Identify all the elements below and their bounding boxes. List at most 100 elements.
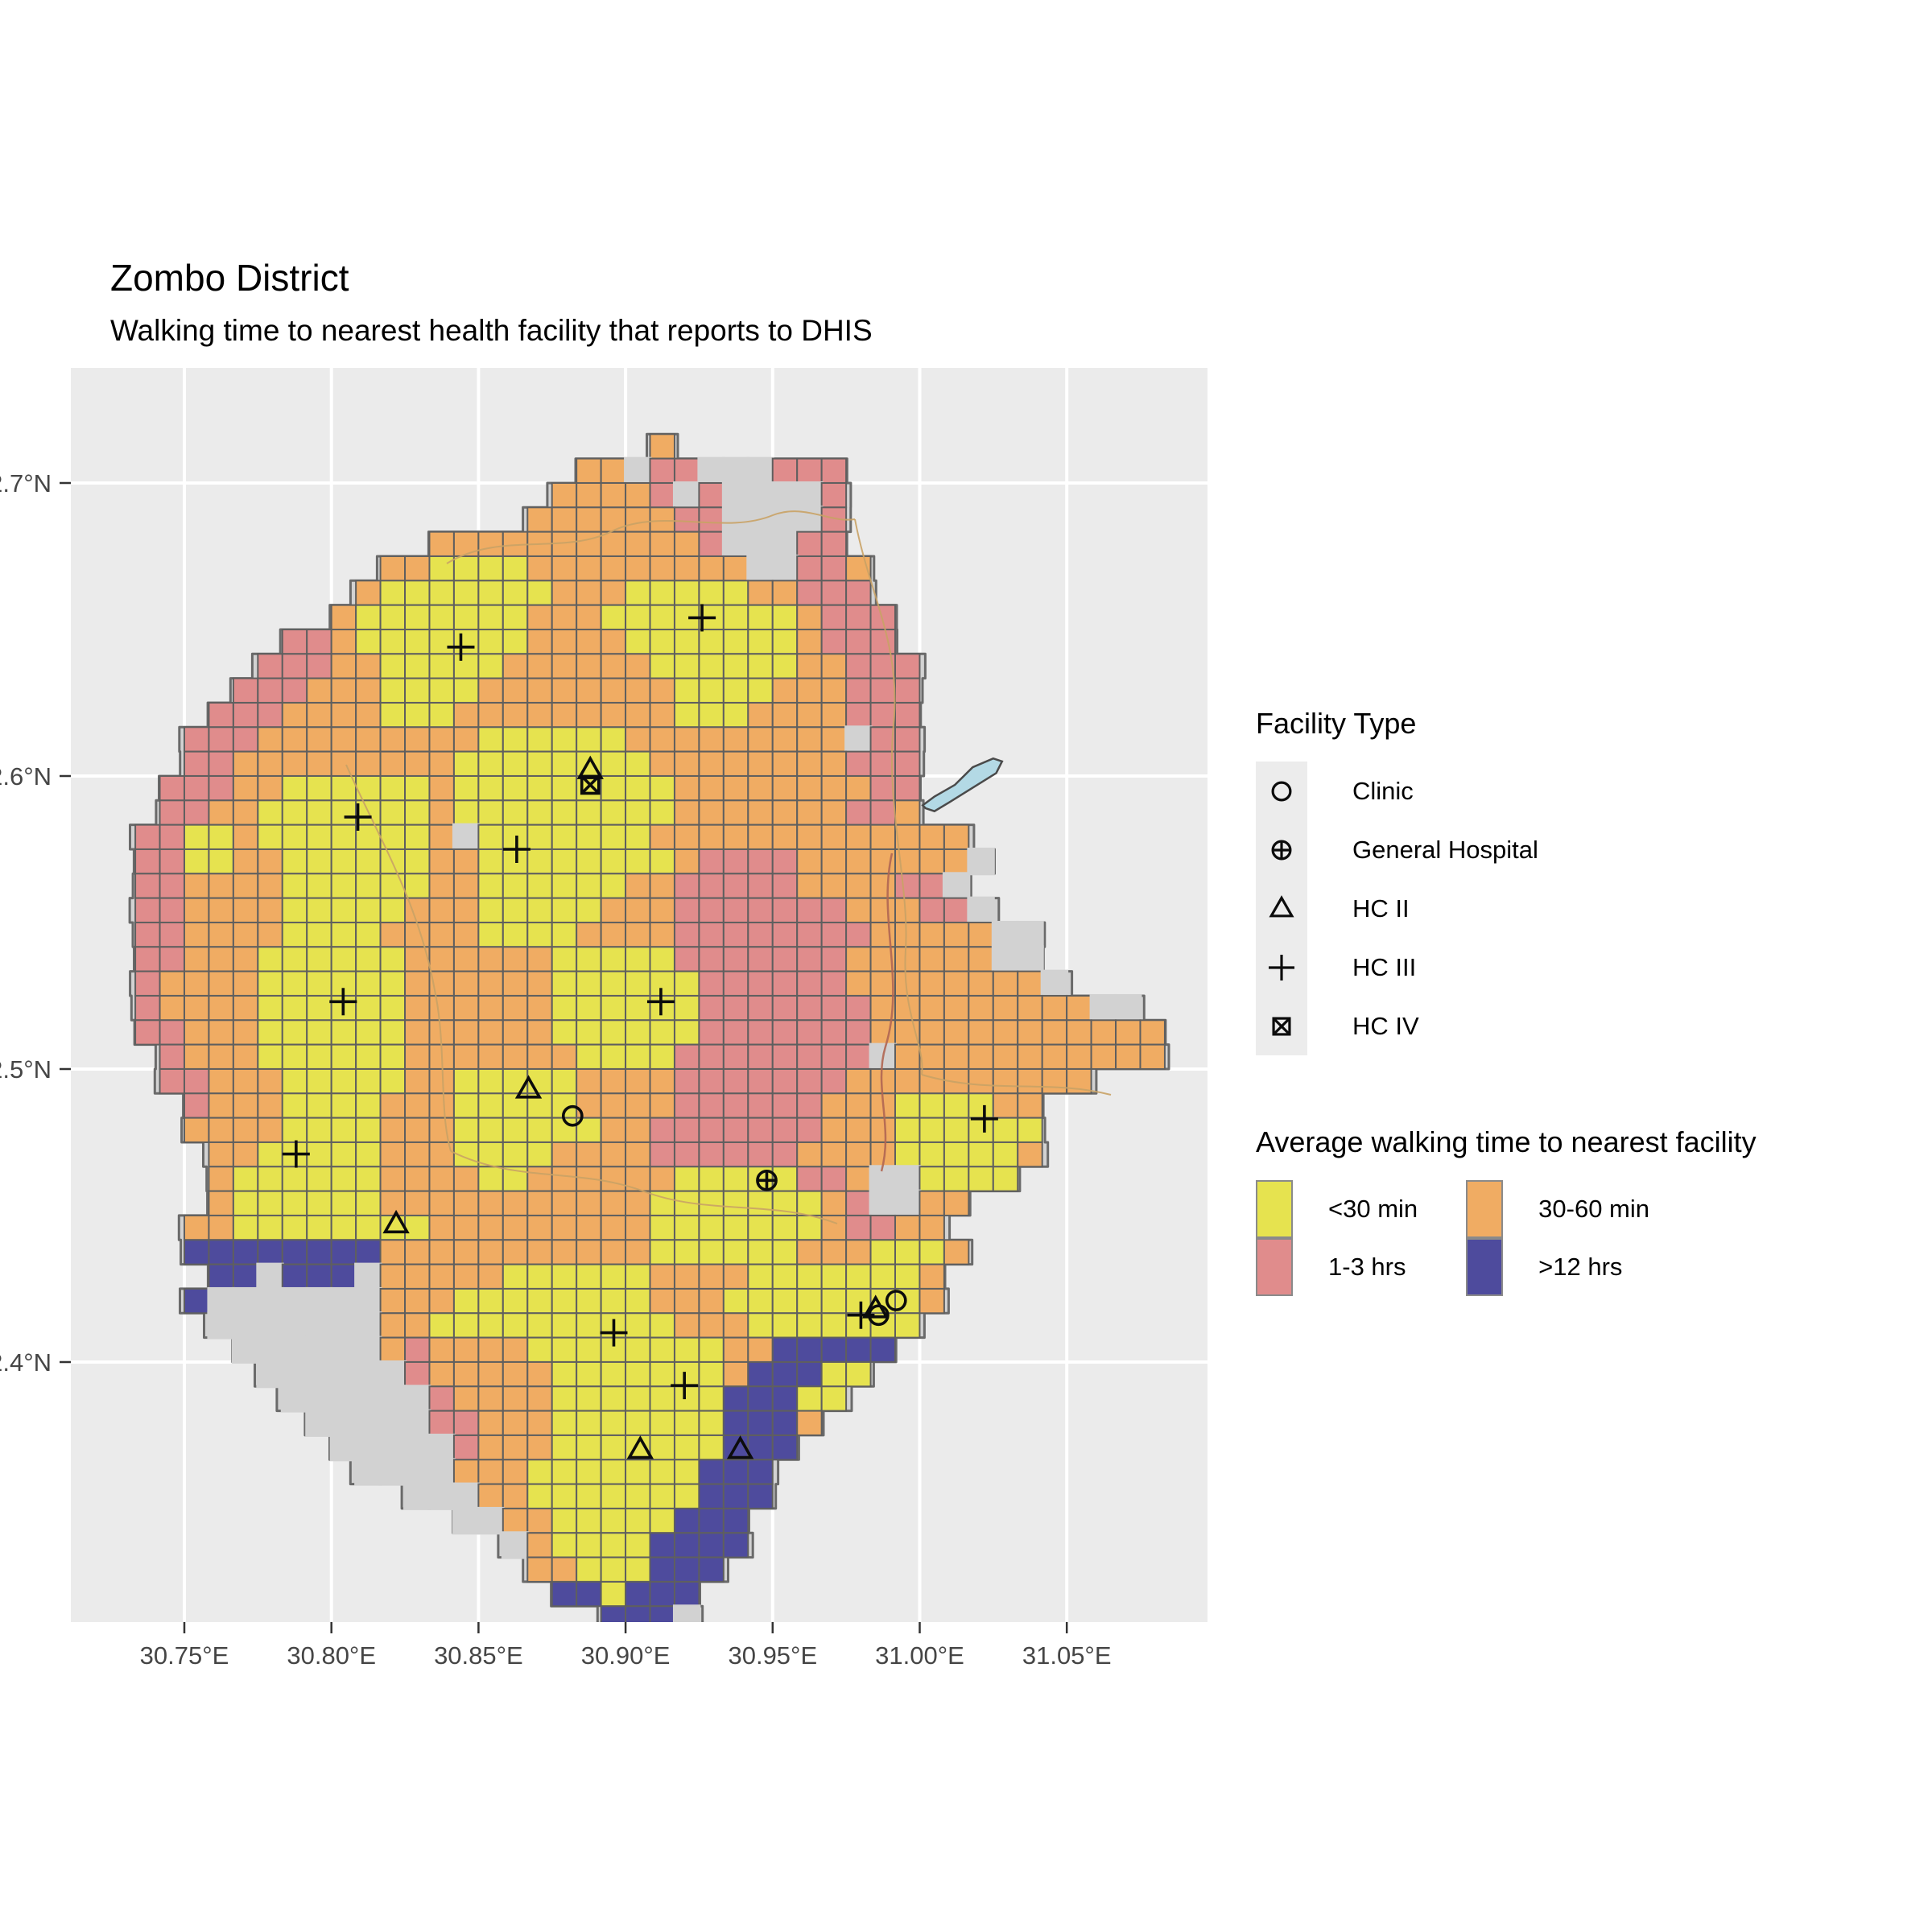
grid-cell	[330, 1019, 357, 1046]
legend-column: <30 min 1-3 hrs	[1256, 1180, 1466, 1296]
grid-cell	[257, 774, 283, 802]
grid-cell	[404, 774, 431, 802]
grid-cell	[820, 1360, 848, 1388]
grid-cell	[134, 1019, 161, 1046]
triangle-icon	[382, 1209, 410, 1234]
grid-cell	[771, 1141, 799, 1168]
grid-cell	[576, 1556, 602, 1583]
grid-cell	[477, 1312, 504, 1339]
grid-cell-nodata	[746, 456, 774, 485]
grid-cell	[673, 1312, 700, 1339]
grid-cell	[845, 1166, 872, 1192]
grid-cell	[526, 1141, 553, 1168]
grid-cell	[943, 1166, 970, 1192]
grid-cell	[306, 1239, 332, 1265]
grid-cell	[551, 946, 578, 972]
grid-cell	[281, 848, 308, 875]
grid-cell	[673, 1019, 700, 1046]
grid-cell	[600, 1117, 627, 1143]
grid-cell	[208, 774, 234, 802]
grid-cell	[551, 921, 578, 948]
grid-cell	[330, 701, 357, 729]
grid-cell	[452, 1214, 480, 1241]
grid-cell	[281, 1190, 308, 1216]
grid-cell	[894, 677, 921, 704]
grid-cell	[281, 921, 308, 948]
grid-cell	[452, 873, 480, 899]
grid-cell	[281, 774, 308, 802]
grid-cell	[502, 701, 529, 729]
grid-cell	[600, 848, 627, 875]
legend-item-O: 30-60 min	[1466, 1180, 1698, 1238]
y-tick-label: 2.7°N	[0, 469, 52, 497]
grid-cell	[208, 1019, 234, 1046]
grid-cell	[281, 1214, 308, 1241]
grid-cell	[820, 1312, 848, 1339]
grid-cell	[551, 1141, 578, 1168]
grid-cell	[551, 1067, 578, 1095]
grid-cell	[404, 653, 431, 679]
grid-cell	[673, 653, 700, 679]
grid-cell	[232, 921, 259, 948]
page-title: Zombo District	[110, 257, 349, 299]
grid-cell	[673, 873, 700, 899]
grid-cell	[428, 1214, 455, 1241]
grid-cell	[649, 530, 675, 557]
grid-cell	[428, 1385, 455, 1412]
facility-marker-plus	[970, 1104, 998, 1133]
y-tick-label: 2.5°N	[0, 1055, 52, 1084]
grid-cell-nodata	[280, 1286, 309, 1315]
grid-cell	[673, 1580, 700, 1608]
grid-cell	[306, 873, 332, 899]
subcounty-line	[854, 518, 923, 1075]
grid-cell	[673, 1556, 700, 1583]
grid-cell	[232, 1117, 259, 1143]
facility-marker-plus	[344, 803, 372, 831]
grid-cell-nodata	[403, 1482, 431, 1510]
grid-cell	[502, 677, 529, 704]
x-tick-label: 31.00°E	[875, 1641, 964, 1670]
grid-cell	[379, 628, 407, 655]
grid-cell	[526, 1556, 553, 1583]
grid-cell	[625, 1141, 651, 1168]
grid-cell	[159, 848, 185, 875]
grid-cell	[477, 653, 504, 679]
grid-cell	[576, 1190, 602, 1216]
grid-cell	[526, 799, 553, 826]
grid-cell	[820, 774, 848, 802]
grid-cell-nodata	[207, 1311, 235, 1340]
grid-cell-nodata	[231, 1335, 260, 1364]
grid-cell	[919, 994, 945, 1022]
grid-cell	[232, 848, 259, 875]
grid-cell	[404, 1067, 431, 1095]
grid-cell	[722, 774, 749, 802]
grid-cell	[600, 1092, 627, 1119]
grid-cell	[502, 1019, 529, 1046]
grid-cell	[943, 1092, 970, 1119]
grid-cell	[306, 774, 332, 802]
facility-marker-plus	[282, 1140, 310, 1168]
grid-cell	[820, 555, 848, 582]
grid-cell	[673, 726, 700, 753]
triangle-icon	[726, 1435, 754, 1459]
grid-cell	[502, 1410, 529, 1436]
grid-cell-nodata	[427, 1458, 456, 1486]
grid-cell	[1090, 1043, 1117, 1070]
grid-cell	[820, 921, 848, 948]
grid-cell	[134, 873, 161, 899]
grid-cell	[722, 1483, 749, 1509]
grid-cell	[673, 848, 700, 875]
grid-cell	[379, 1043, 407, 1070]
grid-cell	[526, 726, 553, 753]
grid-cell	[625, 1556, 651, 1583]
grid-cell	[428, 1263, 455, 1290]
grid-cell	[452, 848, 480, 875]
grid-cell	[404, 1239, 431, 1265]
grid-cell	[673, 1067, 700, 1095]
grid-cell	[722, 1117, 749, 1143]
grid-cell	[722, 799, 749, 826]
grid-cell-nodata	[672, 1604, 701, 1622]
grid-cell	[820, 946, 848, 972]
grid-cell	[845, 873, 872, 899]
grid-cell	[159, 799, 185, 826]
